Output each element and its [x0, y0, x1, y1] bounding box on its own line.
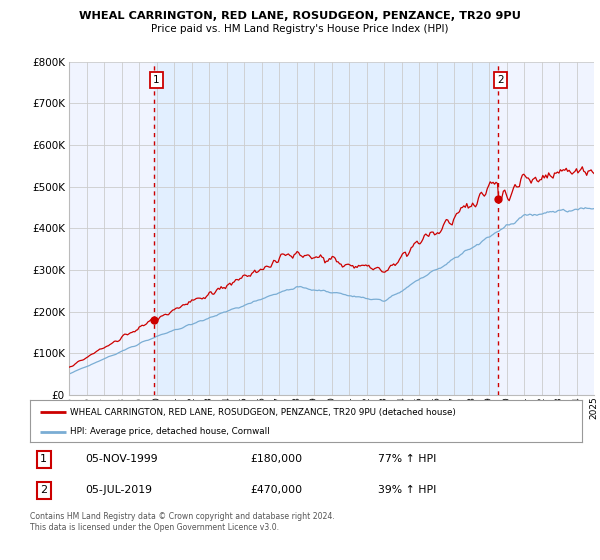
Text: WHEAL CARRINGTON, RED LANE, ROSUDGEON, PENZANCE, TR20 9PU (detached house): WHEAL CARRINGTON, RED LANE, ROSUDGEON, P…	[70, 408, 455, 417]
Text: WHEAL CARRINGTON, RED LANE, ROSUDGEON, PENZANCE, TR20 9PU: WHEAL CARRINGTON, RED LANE, ROSUDGEON, P…	[79, 11, 521, 21]
Text: 1: 1	[153, 76, 160, 85]
Bar	[154, 62, 498, 395]
Text: Price paid vs. HM Land Registry's House Price Index (HPI): Price paid vs. HM Land Registry's House …	[151, 24, 449, 34]
Text: HPI: Average price, detached house, Cornwall: HPI: Average price, detached house, Corn…	[70, 427, 269, 436]
Text: £470,000: £470,000	[251, 486, 303, 495]
Text: 77% ↑ HPI: 77% ↑ HPI	[378, 454, 436, 464]
Text: Contains HM Land Registry data © Crown copyright and database right 2024.
This d: Contains HM Land Registry data © Crown c…	[30, 512, 335, 532]
Text: 2: 2	[40, 486, 47, 495]
Text: £180,000: £180,000	[251, 454, 303, 464]
Text: 05-NOV-1999: 05-NOV-1999	[85, 454, 158, 464]
Text: 39% ↑ HPI: 39% ↑ HPI	[378, 486, 436, 495]
Text: 1: 1	[40, 454, 47, 464]
Text: 05-JUL-2019: 05-JUL-2019	[85, 486, 152, 495]
Text: 2: 2	[497, 76, 503, 85]
